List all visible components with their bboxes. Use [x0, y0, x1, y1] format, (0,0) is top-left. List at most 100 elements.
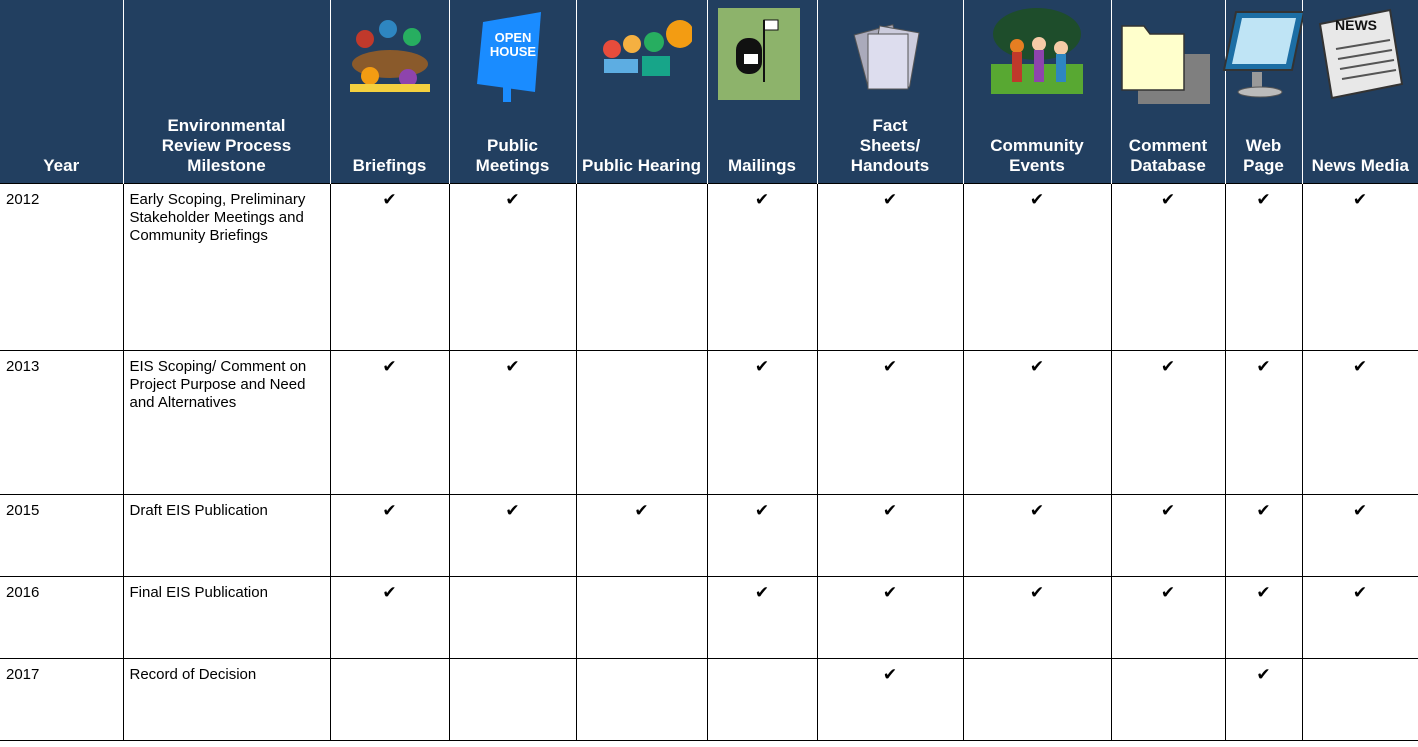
check-cell: ✔	[1224, 575, 1303, 659]
check-cell: ✔	[962, 349, 1112, 495]
check-cell: ✔	[706, 575, 818, 659]
check-cell: ✔	[1224, 493, 1303, 577]
column-label: Mailings	[727, 155, 796, 175]
milestone-cell: EIS Scoping/ Comment on Project Purpose …	[122, 349, 331, 495]
check-cell	[329, 657, 450, 741]
column-header: Mailings	[706, 0, 817, 183]
column-icon	[602, 20, 692, 76]
column-label: Public Hearing	[581, 155, 702, 175]
column-label: Community Events	[990, 135, 1084, 175]
icon-shape	[622, 35, 641, 53]
table-body: 2012 Early Scoping, Preliminary Stakehold…	[0, 182, 1418, 741]
column-label: Web Page	[1243, 135, 1284, 175]
table-row: 2012 Early Scoping, Preliminary Stakehold…	[0, 182, 1418, 351]
check-cell: ✔	[329, 575, 450, 659]
icon-shape	[1054, 41, 1068, 55]
column-label: Fact Sheets/ Handouts	[850, 115, 930, 175]
check-cell: ✔	[1110, 182, 1226, 351]
icon-shape	[378, 20, 397, 38]
check-cell	[448, 575, 577, 659]
icon-shape	[1032, 37, 1046, 51]
icon-shape	[867, 33, 909, 90]
header-row: Year Environmental Review Process Milesto…	[0, 0, 1418, 183]
column-icon: NEWS	[1319, 8, 1404, 100]
check-cell	[1110, 657, 1226, 741]
column-header: Briefings	[329, 0, 449, 183]
icon-text: NEWS	[1335, 17, 1377, 33]
column-icon	[991, 8, 1083, 94]
column-header: Environmental Review Process Milestone	[122, 0, 330, 183]
column-header: Public Hearing	[575, 0, 707, 183]
icon-shape	[1237, 86, 1282, 98]
column-icon	[1222, 11, 1305, 98]
check-cell: ✔	[962, 182, 1112, 351]
check-cell: ✔	[706, 493, 818, 577]
icon-shape	[349, 84, 430, 92]
check-cell: ✔	[329, 493, 450, 577]
icon-shape	[502, 74, 511, 102]
icon-shape	[355, 30, 374, 48]
icon-shape	[1336, 39, 1391, 50]
year-cell: 2016	[0, 575, 124, 659]
column-header: Web Page	[1222, 0, 1305, 183]
check-cell: ✔	[706, 182, 818, 351]
check-cell: ✔	[448, 349, 577, 495]
check-cell: ✔	[448, 493, 577, 577]
check-cell: ✔	[1301, 575, 1418, 659]
check-cell: ✔	[816, 575, 964, 659]
column-header: NEWS News Media	[1301, 0, 1418, 183]
table-row: 2013 EIS Scoping/ Comment on Project Purp…	[0, 349, 1418, 495]
check-cell: ✔	[1110, 493, 1226, 577]
column-label: Briefings	[352, 155, 427, 175]
check-cell	[575, 349, 708, 495]
check-cell: ✔	[1110, 575, 1226, 659]
check-cell: ✔	[706, 349, 818, 495]
check-cell	[575, 182, 708, 351]
icon-shape	[603, 59, 638, 73]
icon-shape	[744, 54, 758, 64]
column-header: Community Events	[962, 0, 1111, 183]
check-cell: ✔	[962, 493, 1112, 577]
milestone-cell: Early Scoping, Preliminary Stakeholder M…	[122, 182, 331, 351]
icon-shape	[1010, 39, 1024, 53]
icon-shape	[1319, 8, 1404, 100]
column-header: OPEN HOUSE Public Meetings	[448, 0, 576, 183]
column-label: News Media	[1311, 155, 1409, 175]
check-cell: ✔	[1301, 493, 1418, 577]
check-cell	[575, 575, 708, 659]
column-label: Year	[43, 155, 80, 175]
column-header: Year	[0, 0, 123, 183]
check-cell: ✔	[329, 182, 450, 351]
check-cell	[448, 657, 577, 741]
column-icon	[853, 24, 920, 90]
icon-shape	[1012, 52, 1022, 82]
column-label: Environmental Review Process Milestone	[161, 115, 292, 175]
check-cell: ✔	[1224, 182, 1303, 351]
column-header: Fact Sheets/ Handouts	[816, 0, 963, 183]
icon-text: OPEN	[494, 30, 531, 45]
icon-shape	[1342, 69, 1397, 80]
table-row: 2017 Record of Decision ✔ ✔	[0, 657, 1418, 741]
icon-shape	[1056, 54, 1066, 82]
check-cell: ✔	[816, 493, 964, 577]
column-icon	[349, 20, 430, 92]
milestone-cell: Draft EIS Publication	[122, 493, 331, 577]
check-cell	[962, 657, 1112, 741]
check-cell: ✔	[962, 575, 1112, 659]
check-cell: ✔	[448, 182, 577, 351]
check-cell: ✔	[1224, 657, 1303, 741]
check-cell: ✔	[816, 349, 964, 495]
column-icon	[1121, 25, 1210, 104]
icon-shape	[763, 19, 779, 31]
icon-shape	[643, 32, 664, 52]
check-cell: ✔	[1301, 182, 1418, 351]
check-cell: ✔	[1301, 349, 1418, 495]
icon-shape	[1231, 18, 1296, 64]
icon-shape	[1338, 49, 1393, 60]
check-cell: ✔	[329, 349, 450, 495]
milestone-cell: Record of Decision	[122, 657, 331, 741]
column-label: Comment Database	[1128, 135, 1208, 175]
check-cell	[1301, 657, 1418, 741]
icon-shape	[1336, 39, 1397, 80]
